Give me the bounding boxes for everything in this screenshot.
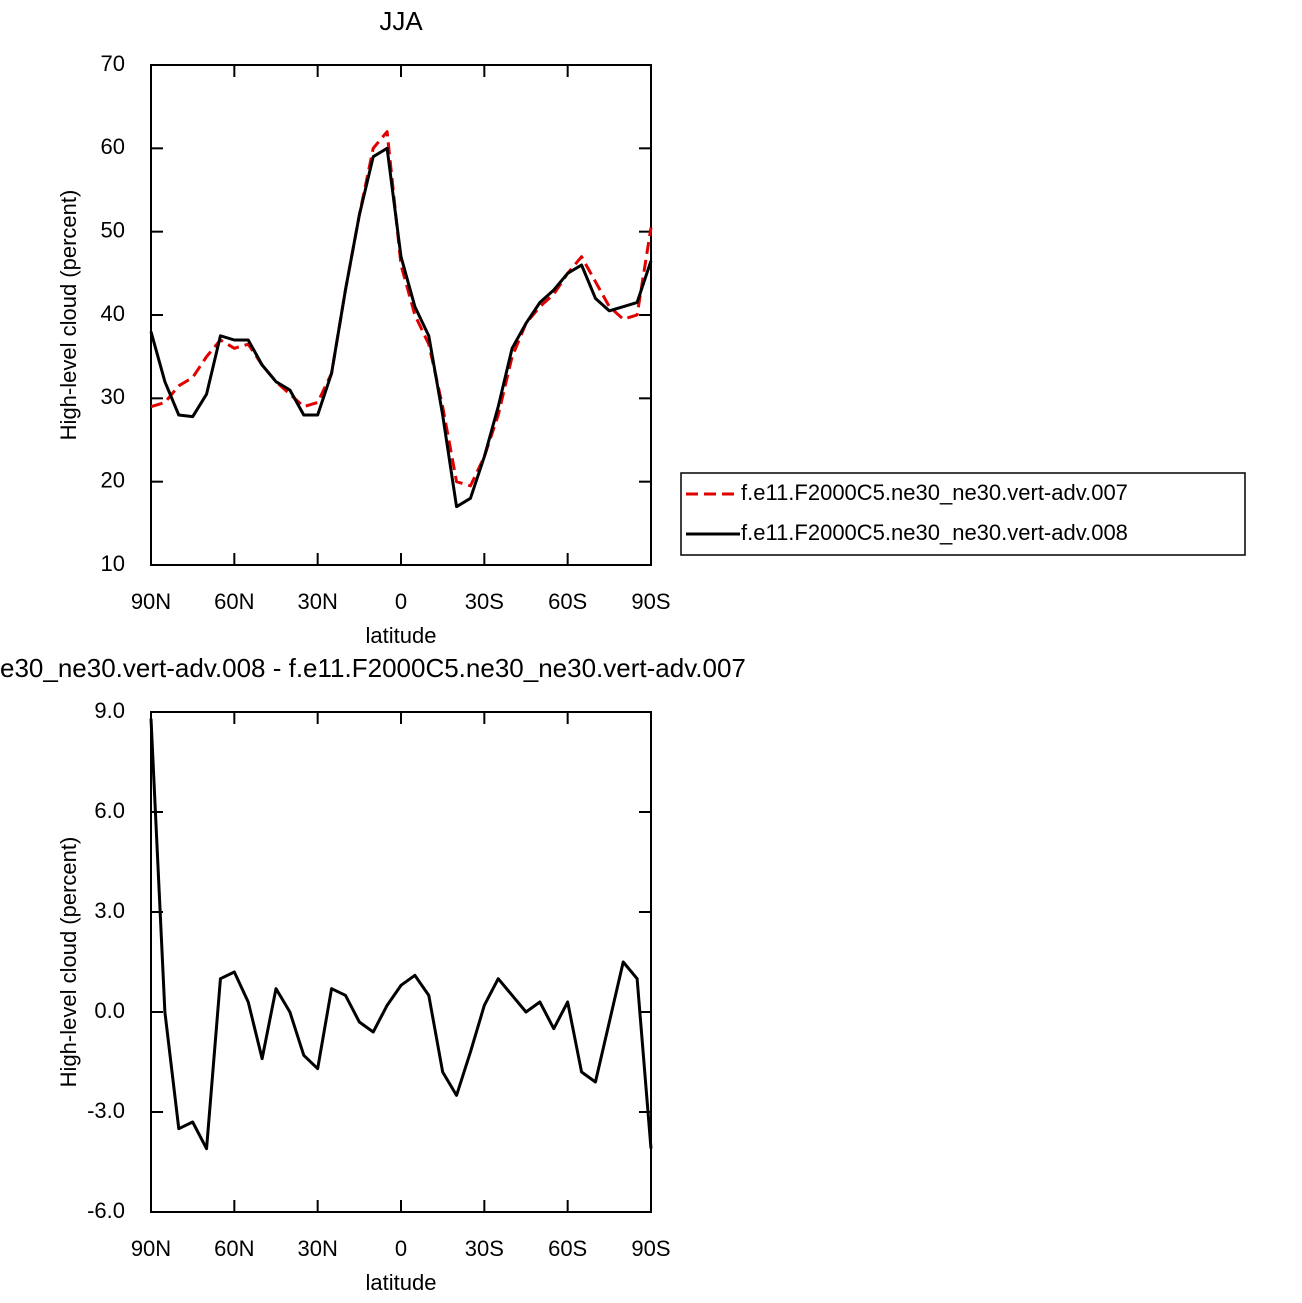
y-tick-label: 40 — [101, 301, 125, 326]
x-tick-label: 30N — [297, 589, 337, 614]
plot-frame — [150, 64, 652, 566]
legend-box — [680, 472, 1246, 556]
y-tick-label: 50 — [101, 217, 125, 242]
legend-label: f.e11.F2000C5.ne30_ne30.vert-adv.008 — [741, 520, 1128, 545]
y-axis-label: High-level cloud (percent) — [56, 190, 81, 441]
y-tick-label: 0.0 — [94, 998, 125, 1023]
y-tick-label: 20 — [101, 467, 125, 492]
data-line — [149, 718, 653, 1151]
x-tick-label: 0 — [395, 1236, 407, 1261]
x-tick-label: 60S — [548, 1236, 587, 1261]
x-tick-label: 90S — [631, 589, 670, 614]
x-tick-label: 30S — [465, 1236, 504, 1261]
plot-frame — [150, 711, 652, 1213]
y-tick-label: 60 — [101, 134, 125, 159]
x-tick-label: 0 — [395, 589, 407, 614]
x-tick-label: 60S — [548, 589, 587, 614]
x-tick-label: 30N — [297, 1236, 337, 1261]
legend-label: f.e11.F2000C5.ne30_ne30.vert-adv.007 — [741, 480, 1128, 505]
y-tick-label: -3.0 — [87, 1098, 125, 1123]
x-tick-label: 90N — [131, 589, 171, 614]
x-tick-label: 90S — [631, 1236, 670, 1261]
x-tick-label: 60N — [214, 1236, 254, 1261]
x-tick-label: 60N — [214, 589, 254, 614]
y-tick-label: 6.0 — [94, 798, 125, 823]
y-tick-label: 10 — [101, 551, 125, 576]
x-tick-label: 90N — [131, 1236, 171, 1261]
y-tick-label: 70 — [101, 51, 125, 76]
x-tick-label: 30S — [465, 589, 504, 614]
y-tick-label: -6.0 — [87, 1198, 125, 1223]
chart-title: e30_ne30.vert-adv.008 - f.e11.F2000C5.ne… — [0, 653, 746, 683]
y-tick-label: 30 — [101, 384, 125, 409]
legend: f.e11.F2000C5.ne30_ne30.vert-adv.007 f.e1… — [680, 472, 1246, 556]
chart-title: JJA — [379, 6, 423, 36]
data-line — [150, 130, 653, 488]
y-tick-label: 9.0 — [94, 698, 125, 723]
y-axis-label: High-level cloud (percent) — [56, 837, 81, 1088]
x-axis-label: latitude — [366, 623, 437, 648]
data-line — [149, 146, 653, 509]
x-axis-label: latitude — [366, 1270, 437, 1295]
y-tick-label: 3.0 — [94, 898, 125, 923]
